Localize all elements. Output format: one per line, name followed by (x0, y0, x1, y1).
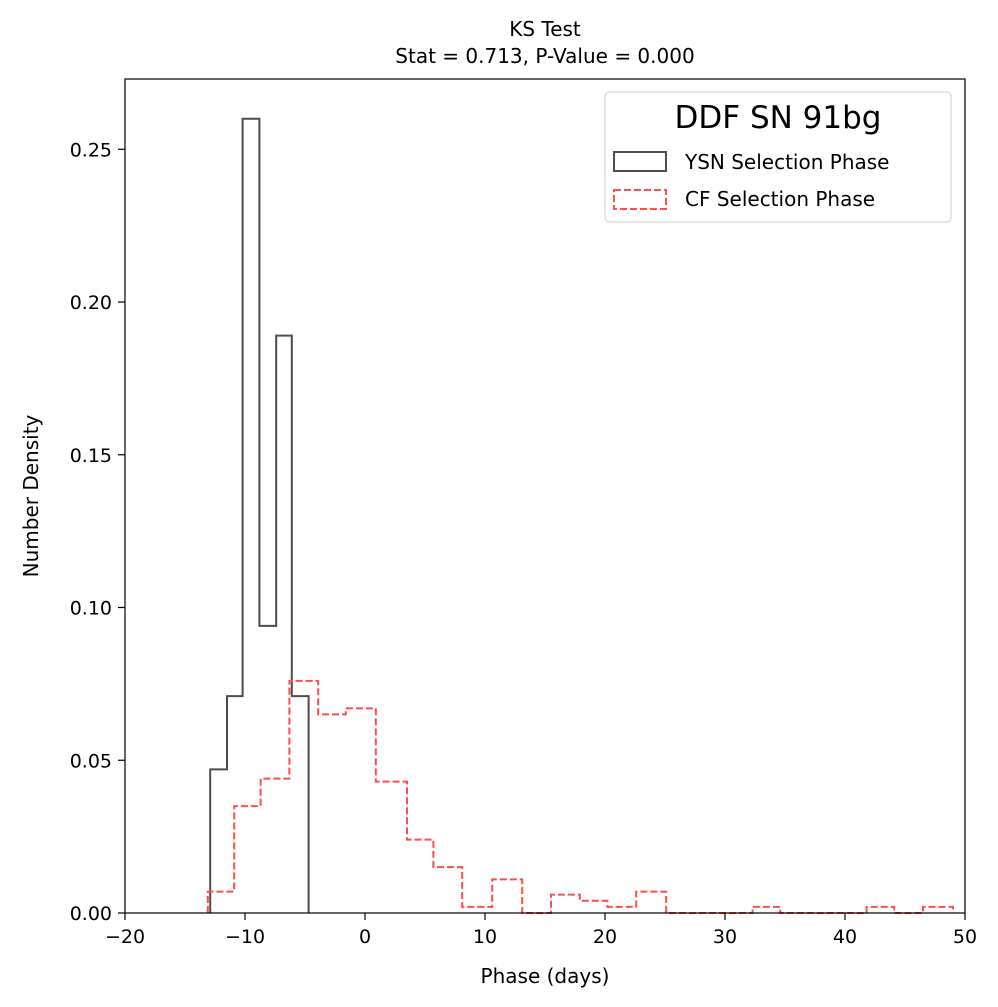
x-tick-label: −20 (105, 926, 145, 948)
histogram-bin (407, 840, 433, 913)
chart-subtitle: Stat = 0.713, P-Value = 0.000 (395, 44, 694, 68)
y-tick-label: 0.20 (70, 292, 112, 314)
legend-label-ysn: YSN Selection Phase (684, 150, 889, 174)
histogram-bin (231, 892, 235, 913)
histogram-bin (433, 867, 462, 913)
histogram-bin (607, 907, 636, 913)
histogram-bin (234, 806, 260, 913)
y-tick-label: 0.25 (70, 139, 112, 161)
series-ysn (209, 117, 310, 913)
x-tick-label: −10 (225, 926, 265, 948)
x-tick-label: 10 (473, 926, 497, 948)
histogram-bin (346, 708, 376, 913)
histogram-bin (580, 901, 608, 913)
chart-title: KS Test (509, 17, 581, 41)
x-tick-label: 40 (833, 926, 857, 948)
x-tick-label: 0 (359, 926, 371, 948)
histogram-bin (636, 892, 666, 913)
y-axis: 0.00 0.05 0.10 0.15 0.20 0.25 (70, 139, 125, 925)
legend-swatch-ysn (613, 151, 667, 172)
legend-label-cf: CF Selection Phase (685, 187, 875, 211)
legend-swatch-cf (613, 189, 667, 210)
histogram-bin (261, 779, 290, 913)
plot-area (206, 117, 954, 914)
histogram-bin (376, 782, 407, 913)
x-tick-label: 30 (713, 926, 737, 948)
x-tick-label: 20 (593, 926, 617, 948)
y-tick-label: 0.05 (70, 750, 112, 772)
histogram-bin (208, 892, 231, 913)
x-axis-label: Phase (days) (481, 964, 610, 988)
y-tick-label: 0.15 (70, 445, 112, 467)
y-tick-label: 0.10 (70, 598, 112, 620)
legend-title: DDF SN 91bg (675, 100, 882, 136)
histogram-step-line (209, 117, 310, 913)
histogram-bin (492, 879, 522, 913)
histogram-bin (243, 119, 260, 913)
legend: DDF SN 91bg YSN Selection Phase CF Selec… (604, 91, 952, 223)
histogram-bin (923, 907, 953, 913)
plot-frame (124, 78, 966, 914)
histogram-bin (462, 907, 492, 913)
x-tick-label: 50 (953, 926, 977, 948)
y-axis-label: Number Density (19, 414, 43, 577)
histogram-bin (551, 895, 580, 913)
histogram-bin (318, 714, 346, 913)
histogram-bin (289, 681, 318, 913)
legend-frame (604, 91, 952, 223)
y-tick-label: 0.00 (70, 903, 112, 925)
series-cf (206, 679, 954, 914)
x-axis: −20 −10 0 10 20 30 40 50 (105, 913, 977, 948)
histogram-bin (867, 907, 895, 913)
histogram-bin (753, 907, 781, 913)
